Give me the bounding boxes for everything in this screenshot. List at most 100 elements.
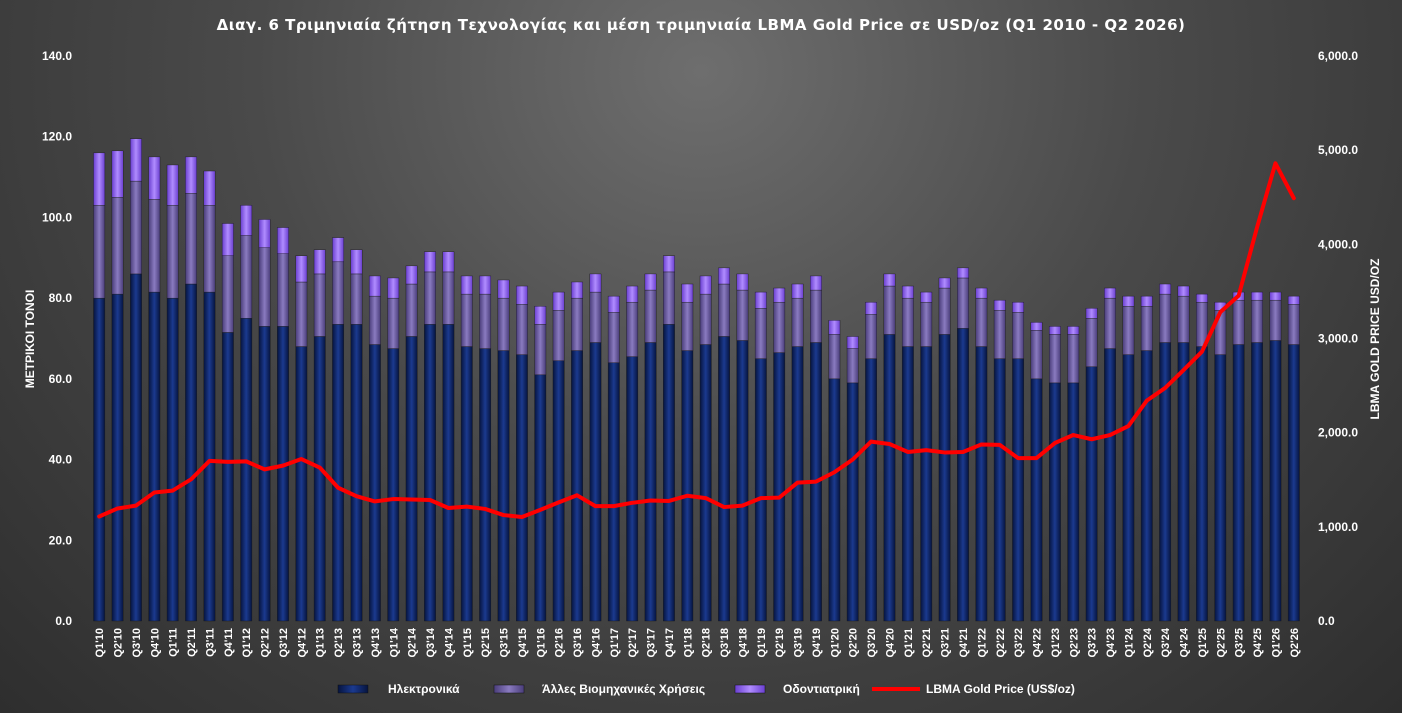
bar-segment-other-industrial — [607, 312, 620, 363]
bar-segment-other-industrial — [901, 297, 914, 347]
bar-segment-other-industrial — [1177, 295, 1190, 343]
bar-segment-other-industrial — [1085, 318, 1098, 367]
bar-segment-electronics — [736, 340, 749, 622]
bar-segment-dentistry — [791, 283, 804, 299]
bar-segment-electronics — [975, 346, 988, 622]
bar-segment-electronics — [644, 342, 657, 622]
x-tick-label: Q3'23 — [1087, 628, 1099, 658]
legend-other-industrial-swatch — [493, 684, 525, 694]
x-tick-label: Q4'12 — [296, 628, 308, 658]
x-tick-label: Q1'21 — [903, 628, 915, 658]
bar-segment-dentistry — [1140, 295, 1153, 307]
bar-segment-other-industrial — [552, 310, 565, 361]
bar-segment-other-industrial — [920, 301, 933, 347]
bar-segment-other-industrial — [957, 277, 969, 329]
bar-segment-dentistry — [1067, 326, 1080, 335]
x-tick-label: Q3'19 — [793, 628, 805, 658]
bar-segment-dentistry — [203, 170, 216, 206]
legend-gold-price-label: LBMA Gold Price (US$/oz) — [926, 682, 1075, 696]
bar-segment-dentistry — [387, 277, 400, 299]
bar-segment-other-industrial — [460, 293, 473, 347]
bar-segment-dentistry — [313, 249, 326, 275]
bar-segment-dentistry — [938, 277, 951, 289]
bar-segment-other-industrial — [1104, 297, 1116, 349]
bar-segment-dentistry — [810, 275, 822, 291]
bar-segment-other-industrial — [442, 271, 455, 325]
bar-segment-other-industrial — [130, 180, 142, 275]
bar-segment-electronics — [295, 346, 308, 622]
bar-segment-electronics — [607, 362, 620, 622]
bar-segment-dentistry — [663, 255, 675, 273]
bar-segment-dentistry — [1048, 326, 1061, 335]
x-tick-label: Q4'24 — [1179, 627, 1191, 657]
bar-segment-other-industrial — [699, 293, 712, 345]
bar-segment-electronics — [1287, 344, 1300, 622]
x-tick-label: Q2'14 — [407, 627, 419, 657]
bar-segment-dentistry — [626, 285, 639, 303]
bar-segment-other-industrial — [846, 348, 859, 384]
bar-segment-dentistry — [221, 223, 234, 256]
bar-segment-other-industrial — [1269, 299, 1282, 341]
bar-segment-other-industrial — [277, 253, 289, 327]
x-tick-label: Q3'11 — [204, 628, 216, 657]
bar-segment-other-industrial — [313, 273, 326, 337]
bar-segment-other-industrial — [1159, 293, 1172, 343]
bar-segment-dentistry — [148, 156, 161, 200]
bar-segment-electronics — [442, 324, 455, 622]
bar-segment-other-industrial — [993, 310, 1006, 359]
bar-segment-electronics — [883, 334, 896, 622]
bar-segment-electronics — [1196, 346, 1208, 622]
x-tick-label: Q1'15 — [462, 628, 474, 658]
y-tick-label: 20.0 — [49, 533, 73, 547]
y2-tick-label: 3,000.0 — [1318, 332, 1358, 346]
x-tick-label: Q3'17 — [646, 628, 658, 658]
legend-electronics-label: Ηλεκτρονικά — [388, 682, 460, 696]
x-tick-label: Q4'11 — [223, 628, 235, 657]
bar-segment-electronics — [1214, 354, 1227, 622]
bar-segment-electronics — [626, 356, 639, 622]
bar-segment-electronics — [1012, 358, 1025, 622]
bar-segment-other-industrial — [203, 205, 216, 293]
bar-segment-other-industrial — [424, 271, 436, 325]
bar-segment-dentistry — [1159, 283, 1172, 295]
x-tick-label: Q2'22 — [995, 628, 1007, 658]
bar-segment-electronics — [773, 352, 786, 622]
x-tick-label: Q4'25 — [1252, 628, 1264, 658]
bar-segment-other-industrial — [975, 297, 988, 347]
bar-segment-other-industrial — [240, 235, 253, 319]
y-tick-label: 100.0 — [42, 210, 72, 224]
bar-segment-dentistry — [736, 273, 749, 291]
bar-segment-dentistry — [166, 164, 179, 206]
bar-segment-dentistry — [405, 265, 418, 285]
bar-segment-electronics — [571, 350, 583, 622]
bar-segment-dentistry — [460, 275, 473, 295]
x-tick-label: Q4'10 — [149, 628, 161, 658]
bar-segment-electronics — [277, 326, 289, 622]
bar-segment-dentistry — [1012, 301, 1025, 313]
x-tick-label: Q2'20 — [848, 628, 860, 658]
bar-segment-other-industrial — [221, 255, 234, 333]
x-tick-label: Q4'13 — [370, 628, 382, 658]
x-tick-label: Q4'20 — [884, 628, 896, 658]
bar-segment-electronics — [534, 374, 547, 622]
bar-segment-electronics — [1140, 350, 1153, 622]
bar-segment-dentistry — [993, 299, 1006, 311]
x-tick-label: Q2'17 — [627, 628, 639, 658]
bar-segment-other-industrial — [663, 271, 675, 325]
legend: Ηλεκτρονικά Άλλες Βιομηχανικές Χρήσεις Οδο… — [337, 682, 1075, 696]
bars — [93, 138, 1300, 622]
bar-segment-dentistry — [957, 267, 969, 279]
bar-segment-electronics — [993, 358, 1006, 622]
bar-segment-electronics — [332, 324, 345, 622]
bar-segment-dentistry — [368, 275, 381, 297]
bar-segment-electronics — [1085, 366, 1098, 622]
bar-segment-electronics — [460, 346, 473, 622]
bar-segment-dentistry — [1104, 287, 1116, 299]
bar-segment-electronics — [1177, 342, 1190, 622]
bar-segment-dentistry — [93, 152, 106, 206]
y2-tick-label: 4,000.0 — [1318, 237, 1358, 251]
bar-segment-dentistry — [424, 251, 436, 273]
bar-segment-electronics — [221, 332, 234, 622]
x-tick-label: Q2'21 — [921, 628, 933, 658]
